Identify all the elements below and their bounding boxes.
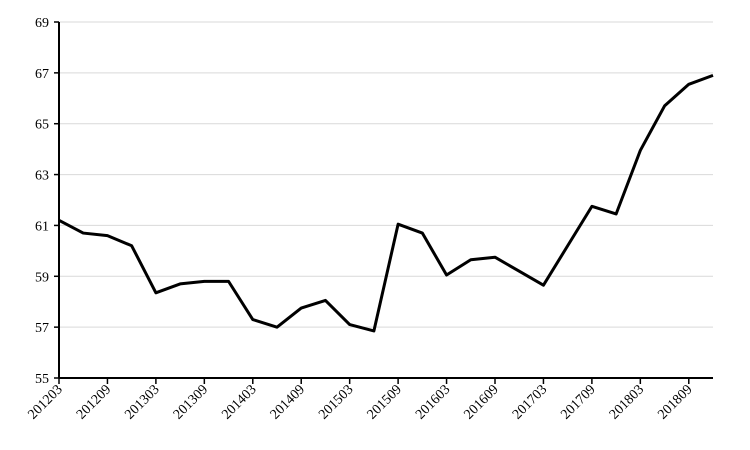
y-tick-label: 59 [35,270,49,285]
y-tick-label: 57 [35,321,49,336]
y-tick-label: 61 [35,219,49,234]
x-tick-label: 201709 [558,382,598,422]
line [58,73,714,333]
x-tick-label: 201409 [268,382,308,422]
y-tick-label: 69 [35,16,49,31]
y-tick-label: 63 [35,169,49,184]
y-tick-label: 67 [35,67,49,82]
x-tick-label: 201503 [316,382,356,422]
x-tick-label: 201609 [462,382,502,422]
x-tick-label: 201403 [219,382,259,422]
y-tick-label: 65 [35,118,49,133]
x-tick-label: 201603 [413,382,453,422]
x-tick-label: 201203 [26,382,66,422]
x-tick-label: 201809 [655,382,695,422]
x-tick-label: 201303 [122,382,162,422]
y-tick-label: 55 [35,372,49,387]
x-tick-label: 201803 [607,382,647,422]
x-tick-label: 201209 [74,382,114,422]
x-tick-label: 201309 [171,382,211,422]
x-tick-label: 201509 [365,382,405,422]
x-tick-label: 201703 [510,382,550,422]
